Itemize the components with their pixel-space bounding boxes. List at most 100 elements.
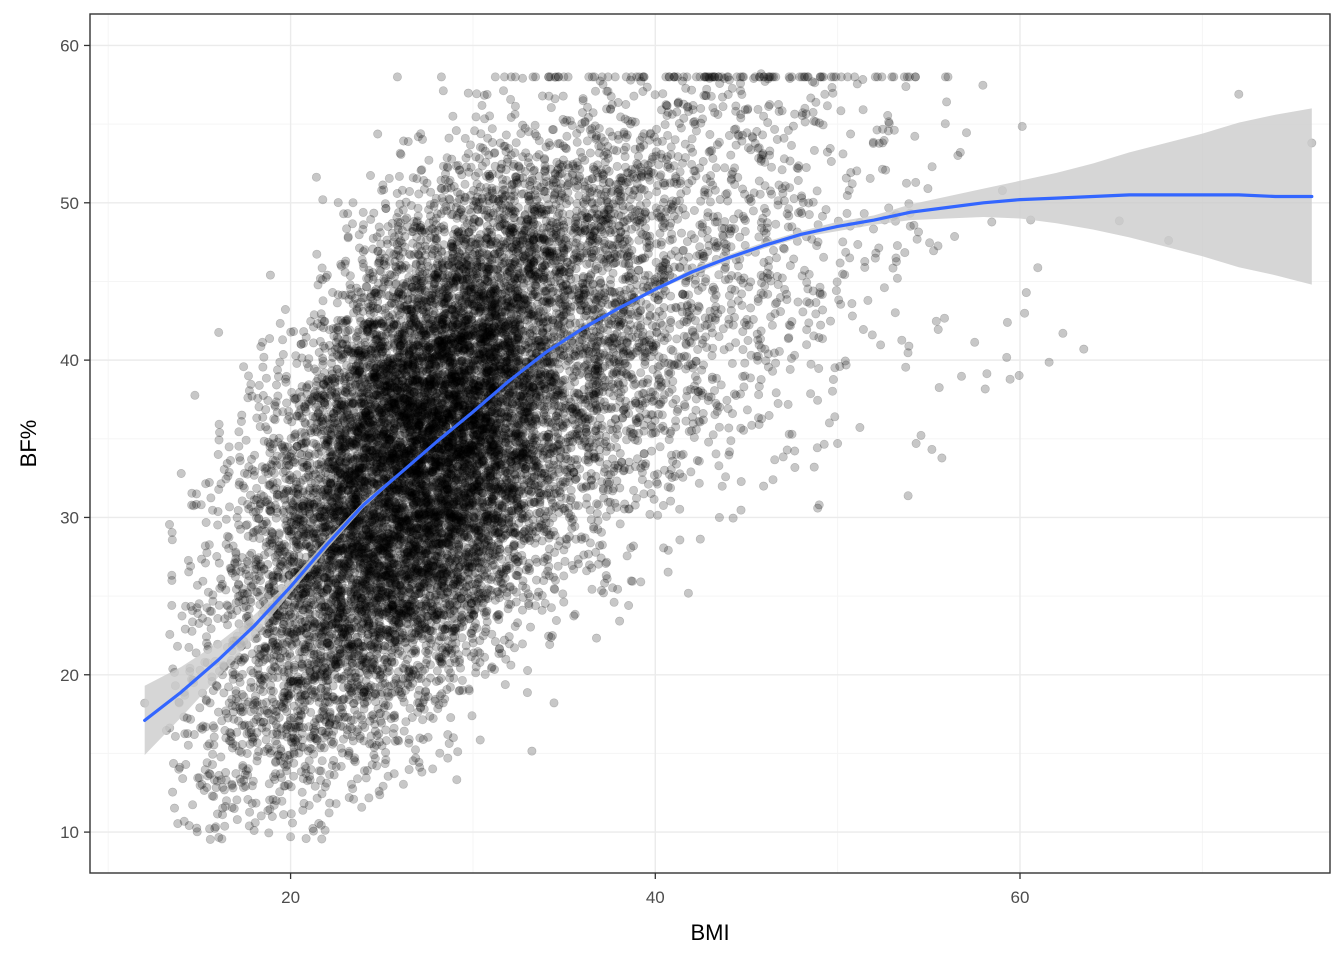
data-point [517,639,527,649]
data-point [627,332,637,342]
data-point [859,209,869,219]
data-point [617,342,627,352]
data-point [519,304,529,314]
data-point [364,411,374,421]
data-point [620,114,630,124]
data-point [459,364,469,374]
data-point [323,675,333,685]
data-point [338,443,348,453]
data-point [322,484,332,494]
data-point [523,304,533,314]
data-point [511,240,521,250]
data-point [630,396,640,406]
data-point [205,834,215,844]
data-point [450,282,460,292]
data-point [402,654,412,664]
data-point [418,507,428,517]
data-point [662,111,672,121]
data-point [830,412,840,422]
data-point [364,531,374,541]
data-point [261,373,271,383]
data-point [320,528,330,538]
data-point [425,375,435,385]
data-point [383,492,393,502]
data-point [755,189,765,199]
data-point [738,184,748,194]
data-point [510,555,520,565]
data-point [425,363,435,373]
data-point [259,352,269,362]
data-point [925,238,935,248]
data-point [428,371,438,381]
data-point [580,208,590,218]
data-point [612,161,622,171]
data-point [440,496,450,506]
data-point [602,557,612,567]
data-point [492,409,502,419]
data-point [518,152,528,162]
data-point [356,479,366,489]
data-point [544,484,554,494]
data-point [458,557,468,567]
data-point [748,206,758,216]
data-point [790,446,800,456]
data-point [477,281,487,291]
data-point [494,482,504,492]
data-point [493,529,503,539]
data-point [356,410,366,420]
data-point [369,618,379,628]
data-point [413,426,423,436]
data-point [819,252,829,262]
data-point [298,462,308,472]
data-point [352,774,362,784]
data-point [361,541,371,551]
data-point [460,179,470,189]
data-point [377,340,387,350]
data-point [570,609,580,619]
data-point [742,405,752,415]
data-point [534,316,544,326]
data-point [773,398,783,408]
data-point [170,803,180,813]
data-point [490,236,500,246]
data-point [838,149,848,159]
data-point [942,97,952,107]
data-point [454,515,464,525]
data-point [343,680,353,690]
data-point [254,380,264,390]
data-point [409,548,419,558]
data-point [427,483,437,493]
data-point [332,364,342,374]
data-point [587,584,597,594]
scatter-points [140,69,1317,844]
data-point [615,519,625,529]
data-point [414,365,424,375]
data-point [382,429,392,439]
data-point [206,493,216,503]
data-point [764,410,774,420]
data-point [215,427,225,437]
data-point [426,233,436,243]
data-point [414,415,424,425]
data-point [591,633,601,643]
data-point [437,397,447,407]
data-point [571,216,581,226]
data-point [759,481,769,491]
data-point [447,238,457,248]
data-point [450,309,460,319]
data-point [279,810,289,820]
data-point [467,711,477,721]
data-point [634,235,644,245]
data-point [504,515,514,525]
data-point [693,285,703,295]
data-point [374,393,384,403]
data-point [312,249,322,259]
data-point [464,481,474,491]
data-point [377,544,387,554]
data-point [255,422,265,432]
data-point [658,221,668,231]
data-point [384,173,394,183]
data-point [397,566,407,576]
data-point [209,791,219,801]
data-point [532,152,542,162]
